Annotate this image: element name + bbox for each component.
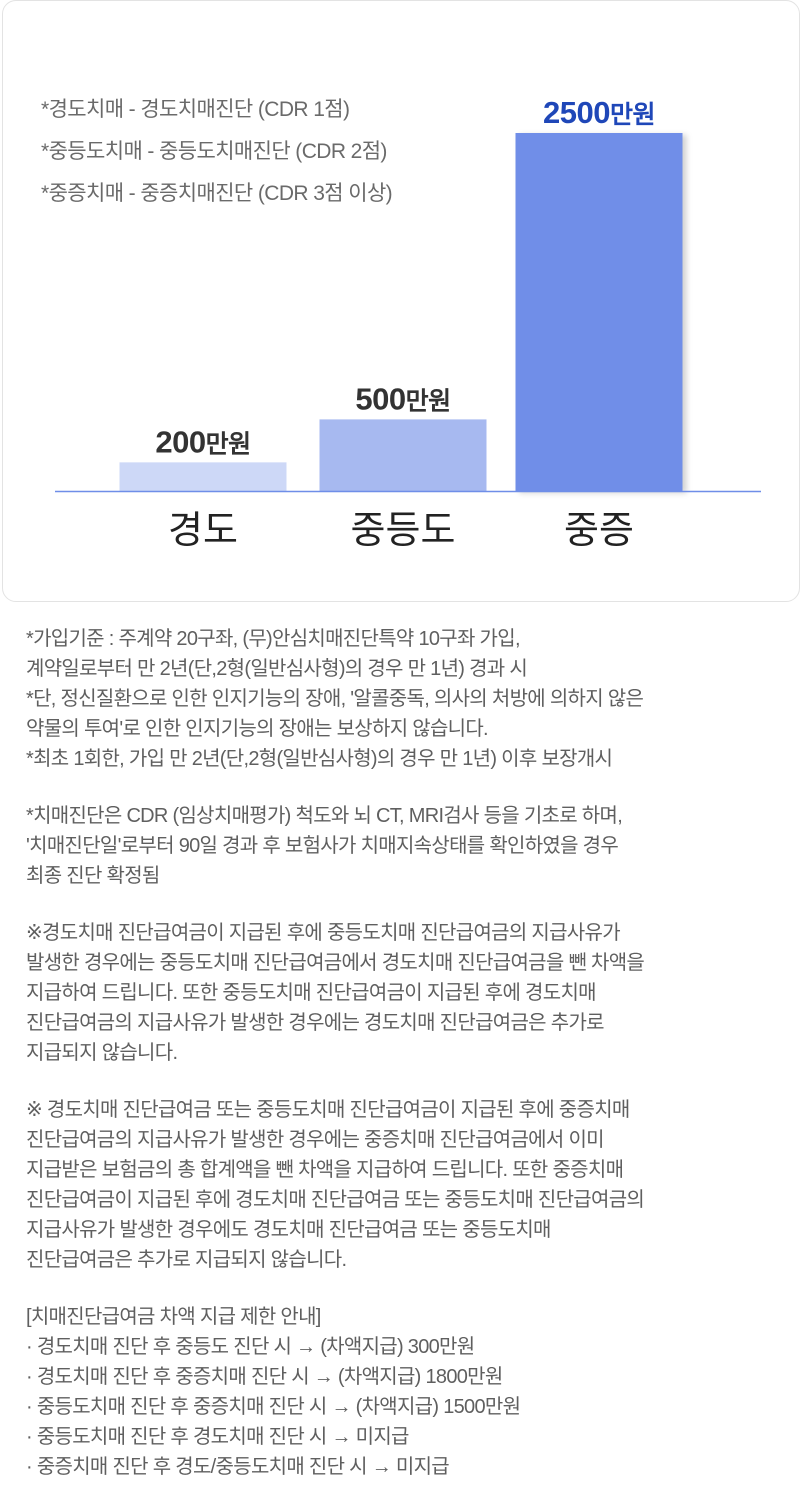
note-line: 진단급여금의 지급사유가 발생한 경우에는 중증치매 진단급여금에서 이미 — [26, 1129, 605, 1151]
note-line: *가입기준 : 주계약 20구좌, (무)안심치매진단특약 10구좌 가입, — [26, 628, 521, 650]
note-line: 지급받은 보험금의 총 합계액을 뺀 차액을 지급하여 드립니다. 또한 중증치… — [26, 1159, 624, 1181]
note-line: 지급사유가 발생한 경우에도 경도치매 진단급여금 또는 중등도치매 — [26, 1219, 551, 1241]
chart-legend: *경도치매 - 경도치매진단 (CDR 1점) *중등도치매 - 중등도치매진단… — [41, 89, 393, 215]
note-line: 약물의 투여'로 인한 인지기능의 장애는 보상하지 않습니다. — [26, 718, 489, 740]
bar-value-number: 500 — [355, 381, 405, 416]
category-label-3: 중증 — [564, 510, 634, 552]
bar-value-number: 2500 — [543, 95, 610, 130]
note-line: · 중등도치매 진단 후 경도치매 진단 시 → 미지급 — [26, 1426, 409, 1448]
bar-3 — [515, 133, 683, 491]
note-line: *최초 1회한, 가입 만 2년(단,2형(일반심사형)의 경우 만 1년) 이… — [26, 748, 613, 770]
bar-value-unit: 만원 — [206, 430, 251, 458]
bar-1 — [119, 462, 287, 491]
note-line: 진단급여금이 지급된 후에 경도치매 진단급여금 또는 중등도치매 진단급여금의 — [26, 1189, 645, 1211]
note-line: ※경도치매 진단급여금이 지급된 후에 중등도치매 진단급여금의 지급사유가 — [26, 922, 621, 944]
note-block-4: ※ 경도치매 진단급여금 또는 중등도치매 진단급여금이 지급된 후에 중증치매… — [26, 1095, 786, 1275]
bar-value-label-1: 200만원 — [155, 424, 250, 459]
legend-item-severe: *중증치매 - 중증치매진단 (CDR 3점 이상) — [41, 182, 393, 205]
notes-section: *가입기준 : 주계약 20구좌, (무)안심치매진단특약 10구좌 가입, 계약… — [26, 624, 786, 1509]
note-block-1: *가입기준 : 주계약 20구좌, (무)안심치매진단특약 10구좌 가입, 계약… — [26, 624, 786, 774]
bar-value-label-3: 2500만원 — [543, 95, 655, 130]
legend-item-moderate: *중등도치매 - 중등도치매진단 (CDR 2점) — [41, 140, 387, 163]
category-label-1: 경도 — [168, 510, 238, 552]
note-block-5: [치매진단급여금 차액 지급 제한 안내] · 경도치매 진단 후 중등도 진단 … — [26, 1302, 786, 1482]
note-line: · 경도치매 진단 후 중증치매 진단 시 → (차액지급) 1800만원 — [26, 1366, 503, 1388]
note-line: · 경도치매 진단 후 중등도 진단 시 → (차액지급) 300만원 — [26, 1336, 475, 1358]
bar-2 — [319, 419, 487, 491]
note-line: 발생한 경우에는 중등도치매 진단급여금에서 경도치매 진단급여금을 뺀 차액을 — [26, 952, 645, 974]
note-line: *치매진단은 CDR (임상치매평가) 척도와 뇌 CT, MRI검사 등을 기… — [26, 805, 623, 827]
note-line: ※ 경도치매 진단급여금 또는 중등도치매 진단급여금이 지급된 후에 중증치매 — [26, 1099, 630, 1121]
bars-layer — [119, 133, 683, 491]
note-line: '치매진단일'로부터 90일 경과 후 보험사가 치매지속상태를 확인하였을 경… — [26, 835, 619, 857]
bar-value-label-2: 500만원 — [355, 381, 450, 416]
note-line: 진단급여금은 추가로 지급되지 않습니다. — [26, 1249, 347, 1271]
category-label-2: 중등도 — [351, 510, 456, 552]
note-line: *단, 정신질환으로 인한 인지기능의 장애, '알콜중독, 의사의 처방에 의… — [26, 688, 644, 710]
note-line: · 중등도치매 진단 후 중증치매 진단 시 → (차액지급) 1500만원 — [26, 1396, 521, 1418]
note-line: 계약일로부터 만 2년(단,2형(일반심사형)의 경우 만 1년) 경과 시 — [26, 658, 528, 680]
note-line: 최종 진단 확정됨 — [26, 865, 160, 887]
note-line: 진단급여금의 지급사유가 발생한 경우에는 경도치매 진단급여금은 추가로 — [26, 1012, 605, 1034]
note-line: · 중증치매 진단 후 경도/중등도치매 진단 시 → 미지급 — [26, 1456, 450, 1478]
chart-card: *경도치매 - 경도치매진단 (CDR 1점) *중등도치매 - 중등도치매진단… — [2, 0, 800, 602]
legend-item-mild: *경도치매 - 경도치매진단 (CDR 1점) — [41, 98, 350, 121]
bar-value-unit: 만원 — [610, 101, 655, 129]
bar-value-number: 200 — [155, 424, 205, 459]
note-line: 지급하여 드립니다. 또한 중등도치매 진단급여금이 지급된 후에 경도치매 — [26, 982, 597, 1004]
note-block-2: *치매진단은 CDR (임상치매평가) 척도와 뇌 CT, MRI검사 등을 기… — [26, 801, 786, 891]
note-line: [치매진단급여금 차액 지급 제한 안내] — [26, 1306, 321, 1328]
bar-value-unit: 만원 — [406, 387, 451, 415]
note-line: 지급되지 않습니다. — [26, 1042, 178, 1064]
